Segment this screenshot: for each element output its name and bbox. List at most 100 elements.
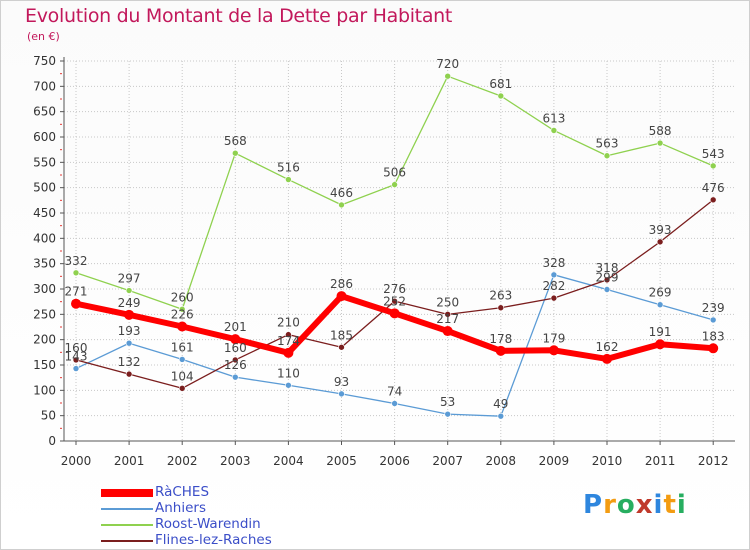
y-tick-label: 50 — [41, 409, 56, 423]
data-label-2: 543 — [702, 147, 725, 161]
data-point-3 — [391, 297, 398, 305]
logo-letter: t — [663, 490, 677, 520]
y-tick-label: 400 — [33, 231, 56, 245]
data-label-0: 162 — [596, 340, 619, 354]
y-tick-label: 350 — [33, 257, 56, 271]
data-label-0: 217 — [436, 312, 459, 326]
data-label-2: 588 — [649, 124, 672, 138]
data-label-2: 260 — [171, 290, 194, 304]
y-tick-label: 550 — [33, 155, 56, 169]
legend-label-2: Roost-Warendin — [155, 516, 261, 532]
data-point-0 — [124, 309, 135, 320]
data-point-0 — [336, 291, 347, 302]
y-tick-label: 700 — [33, 79, 56, 93]
data-label-2: 506 — [383, 166, 406, 180]
data-label-1: 53 — [440, 395, 455, 409]
data-label-3: 160 — [65, 341, 88, 355]
x-tick-label: 2008 — [486, 454, 517, 468]
y-tick-label: 500 — [33, 181, 56, 195]
logo-letter: r — [603, 490, 617, 520]
data-point-3 — [497, 304, 505, 312]
data-point-1 — [656, 301, 664, 309]
data-label-0: 179 — [542, 331, 565, 345]
data-label-3: 276 — [383, 282, 406, 296]
data-label-3: 185 — [330, 328, 353, 342]
data-point-2 — [338, 201, 345, 209]
data-point-3 — [550, 294, 558, 302]
data-point-2 — [232, 149, 239, 157]
data-point-2 — [550, 127, 558, 134]
data-point-2 — [72, 269, 80, 277]
data-label-3: 393 — [649, 223, 672, 237]
data-label-0: 191 — [649, 325, 672, 339]
y-tick-label: 300 — [33, 282, 56, 296]
data-point-3 — [178, 385, 186, 392]
data-point-2 — [603, 152, 611, 160]
proxiti-logo: Proxiti — [583, 490, 687, 520]
x-tick-label: 2002 — [167, 454, 198, 468]
data-label-3: 132 — [118, 355, 141, 369]
data-label-2: 681 — [489, 77, 512, 91]
data-point-1 — [232, 373, 239, 381]
data-point-2 — [285, 176, 292, 183]
y-tick-label: 100 — [33, 383, 56, 397]
data-point-0 — [495, 345, 506, 356]
y-tick-label: 650 — [33, 105, 56, 119]
line-chart: 0 50 100 150 200 250 300 350 400 450 500 550 600 650 7… — [33, 54, 735, 468]
data-label-2: 332 — [65, 254, 88, 268]
data-label-1: 328 — [542, 256, 565, 270]
data-point-1 — [125, 339, 133, 347]
x-tick-label: 2001 — [114, 454, 145, 468]
data-label-2: 297 — [118, 272, 141, 286]
y-tick-label: 600 — [33, 130, 56, 144]
x-tick-label: 2003 — [220, 454, 251, 468]
x-tick-label: 2000 — [61, 454, 92, 468]
data-label-3: 263 — [489, 289, 512, 303]
data-point-2 — [444, 72, 452, 80]
data-label-1: 161 — [171, 340, 194, 354]
data-point-1 — [72, 365, 80, 372]
data-label-3: 282 — [542, 279, 565, 293]
data-point-3 — [603, 276, 611, 284]
data-label-0: 286 — [330, 277, 353, 291]
legend-label-3: Flines-lez-Raches — [155, 532, 272, 548]
x-tick-label: 2011 — [645, 454, 676, 468]
data-label-1: 239 — [702, 301, 725, 315]
data-label-0: 252 — [383, 294, 406, 308]
data-label-3: 160 — [224, 341, 247, 355]
logo-letter: x — [635, 490, 654, 520]
data-label-0: 201 — [224, 320, 247, 334]
y-tick-label: 250 — [33, 307, 56, 321]
data-label-3: 210 — [277, 316, 300, 330]
chart-unit: (en €) — [27, 30, 60, 43]
x-tick-label: 2005 — [326, 454, 357, 468]
x-tick-label: 2006 — [379, 454, 410, 468]
y-tick-label: 0 — [48, 434, 56, 448]
x-tick-label: 2012 — [698, 454, 729, 468]
data-point-0 — [655, 339, 666, 350]
data-label-3: 104 — [171, 369, 194, 383]
legend-label-1: Anhiers — [155, 500, 206, 516]
data-point-1 — [603, 286, 611, 293]
data-label-0: 271 — [65, 285, 88, 299]
data-point-1 — [709, 316, 717, 324]
logo-letter: P — [583, 490, 604, 520]
data-label-2: 563 — [596, 137, 619, 151]
data-point-0 — [442, 326, 453, 337]
data-label-1: 110 — [277, 366, 300, 380]
data-point-3 — [444, 311, 452, 318]
data-point-3 — [709, 196, 717, 204]
legend-label-0: RàCHES — [155, 484, 210, 500]
data-point-2 — [497, 92, 505, 100]
data-point-0 — [177, 321, 188, 332]
data-label-2: 613 — [542, 111, 565, 125]
data-label-0: 174 — [277, 334, 300, 348]
data-label-1: 299 — [596, 271, 619, 285]
data-point-2 — [709, 162, 717, 170]
data-point-1 — [285, 381, 292, 389]
x-tick-label: 2007 — [432, 454, 463, 468]
data-label-0: 226 — [171, 307, 194, 321]
data-label-1: 93 — [334, 375, 349, 389]
data-point-2 — [125, 287, 133, 294]
